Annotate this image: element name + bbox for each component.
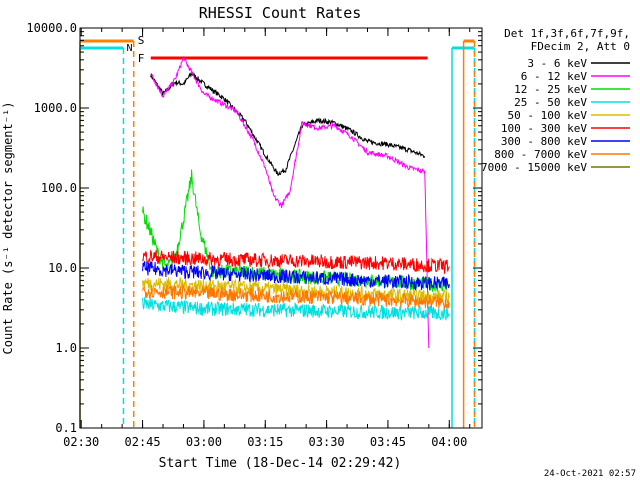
x-tick-label: 03:30 bbox=[309, 435, 345, 449]
series-layer bbox=[142, 55, 450, 349]
legend-entry-label: 100 - 300 keV bbox=[501, 122, 587, 135]
x-tick-label: 03:00 bbox=[186, 435, 222, 449]
x-tick-label: 02:45 bbox=[125, 435, 161, 449]
legend: Det 1f,3f,6f,7f,9f,FDecim 2, Att 0 3 - 6 … bbox=[481, 27, 630, 174]
y-tick-label: 0.1 bbox=[55, 421, 77, 435]
x-axis: 02:30 02:45 03:00 03:15 03:30 03:45 04:00 bbox=[63, 28, 471, 449]
y-axis-label: Count Rate (s⁻¹ detector segment⁻¹) bbox=[1, 102, 15, 355]
x-tick-label: 02:30 bbox=[63, 435, 99, 449]
night-flag-label: N bbox=[126, 43, 132, 54]
y-axis: 0.1 1.0 10.0 100.0 1000.0 10000.0 bbox=[26, 21, 482, 435]
legend-entry-label: 800 - 7000 keV bbox=[494, 148, 587, 161]
legend-entry-label: 25 - 50 keV bbox=[514, 96, 587, 109]
y-tick-label: 10000.0 bbox=[26, 21, 77, 35]
legend-entry-label: 50 - 100 keV bbox=[508, 109, 588, 122]
legend-header-line: Det 1f,3f,6f,7f,9f, bbox=[504, 27, 630, 40]
series-line-300-800keV bbox=[142, 261, 450, 291]
x-tick-label: 04:00 bbox=[431, 435, 467, 449]
series-line-6-12keV bbox=[150, 55, 430, 349]
series-line-100-300keV bbox=[142, 249, 450, 275]
series-line-25-50keV bbox=[142, 296, 450, 322]
legend-entry-label: 6 - 12 keV bbox=[521, 70, 588, 83]
legend-entry-label: 12 - 25 keV bbox=[514, 83, 587, 96]
footer-timestamp: 24-Oct-2021 02:57 bbox=[544, 469, 636, 479]
x-tick-label: 03:45 bbox=[370, 435, 406, 449]
y-tick-label: 1000.0 bbox=[34, 101, 77, 115]
saa-flag-label: S bbox=[138, 34, 145, 47]
series-line-3-6keV bbox=[150, 71, 426, 177]
legend-entry-label: 300 - 800 keV bbox=[501, 135, 587, 148]
flag-bars: SNF bbox=[79, 34, 476, 428]
y-tick-label: 100.0 bbox=[41, 181, 77, 195]
chart-title: RHESSI Count Rates bbox=[199, 4, 362, 22]
x-tick-label: 03:15 bbox=[247, 435, 283, 449]
plot-frame bbox=[79, 27, 483, 429]
legend-entry-label: 3 - 6 keV bbox=[527, 57, 587, 70]
legend-header-line: FDecim 2, Att 0 bbox=[531, 40, 630, 53]
y-tick-label: 1.0 bbox=[55, 341, 77, 355]
x-axis-label: Start Time (18-Dec-14 02:29:42) bbox=[159, 456, 402, 471]
series-line-800-7000keV bbox=[142, 283, 450, 309]
legend-entry-label: 7000 - 15000 keV bbox=[481, 161, 587, 174]
y-tick-label: 10.0 bbox=[48, 261, 77, 275]
flare-flag-label: F bbox=[138, 52, 145, 65]
